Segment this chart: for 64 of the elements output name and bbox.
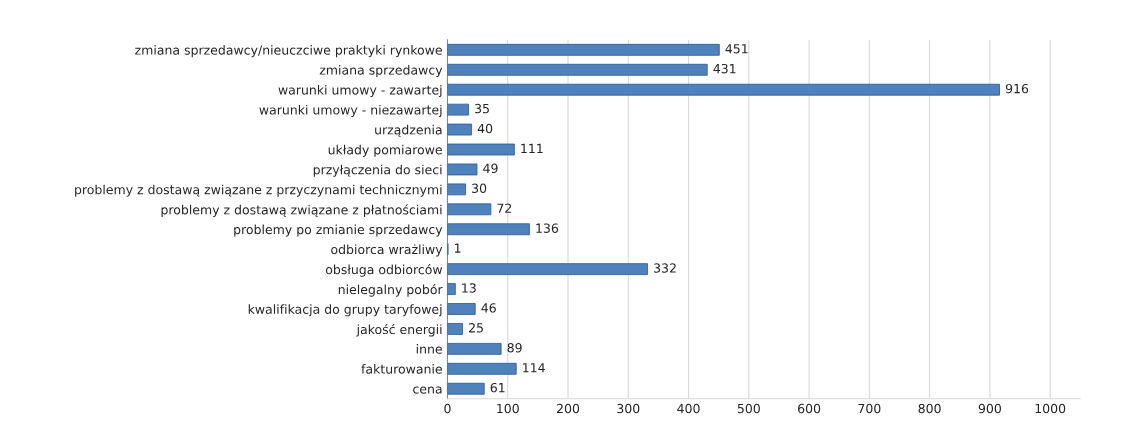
x-tick-label: 800 xyxy=(918,403,941,414)
y-tick-label: cena xyxy=(413,386,442,394)
bar xyxy=(447,163,478,176)
bar xyxy=(447,143,515,156)
bar xyxy=(447,183,466,196)
bar xyxy=(447,342,502,355)
y-tick-label: warunki umowy - niezawartej xyxy=(259,104,442,117)
data-label: 136 xyxy=(536,223,559,233)
y-tick-label: kwalifikacja do grupy taryfowej xyxy=(248,304,442,317)
bar xyxy=(447,123,473,136)
data-label: 30 xyxy=(472,183,487,194)
data-label: 1 xyxy=(455,243,461,253)
x-tick-label: 1000 xyxy=(1035,403,1066,414)
bar xyxy=(447,323,463,335)
data-label: 40 xyxy=(477,123,493,134)
bar xyxy=(447,223,530,236)
bar xyxy=(447,263,648,276)
y-tick-label: fakturowanie xyxy=(361,364,442,374)
x-tick-label: 500 xyxy=(737,403,760,414)
bar xyxy=(447,283,456,295)
data-label: 61 xyxy=(490,382,505,393)
y-tick-label: obsługa odbiorców xyxy=(325,264,443,277)
y-tick-label: przyłączenia do sieci xyxy=(313,164,442,177)
data-label: 111 xyxy=(521,143,543,153)
x-tick-label: 300 xyxy=(617,403,640,414)
x-tick-label: 600 xyxy=(798,403,821,414)
y-tick-label: układy pomiarowe xyxy=(328,144,442,157)
data-label: 916 xyxy=(1005,83,1029,94)
y-tick-label: zmiana sprzedawcy xyxy=(319,65,443,78)
y-tick-label: problemy po zmianie sprzedawcy xyxy=(234,224,443,237)
data-label: 451 xyxy=(725,44,748,54)
data-label: 89 xyxy=(507,343,522,353)
data-label: 72 xyxy=(497,203,512,213)
x-tick-label: 200 xyxy=(557,403,580,414)
bar xyxy=(447,203,492,216)
x-tick-label: 0 xyxy=(444,403,451,414)
y-tick-label: inne xyxy=(416,344,442,354)
data-label: 49 xyxy=(483,163,498,174)
y-tick-label: problemy z dostawą związane z płatnościami xyxy=(161,204,442,217)
y-tick-label: urządzenia xyxy=(375,124,442,137)
bar xyxy=(447,83,1000,96)
y-tick-label: nielegalny pobór xyxy=(338,284,443,297)
y-tick-label: zmiana sprzedawcy/nieuczciwe praktyki rynkowe xyxy=(135,45,442,58)
data-label: 46 xyxy=(481,303,496,313)
bar xyxy=(447,103,469,116)
y-tick-label: jakość energii xyxy=(356,323,442,337)
bar xyxy=(447,63,708,76)
bar xyxy=(447,43,720,56)
y-tick-label: odbiorca wrażliwy xyxy=(331,244,443,257)
data-label: 13 xyxy=(462,283,476,293)
bar xyxy=(447,362,517,375)
bar xyxy=(447,303,476,315)
data-label: 431 xyxy=(713,63,736,74)
data-label: 114 xyxy=(523,363,545,373)
bar xyxy=(447,382,485,395)
data-label: 332 xyxy=(654,263,676,273)
data-label: 25 xyxy=(469,323,483,333)
data-label: 35 xyxy=(475,103,489,114)
x-tick-label: 900 xyxy=(978,403,1001,414)
x-tick-label: 700 xyxy=(858,403,881,414)
y-tick-label: problemy z dostawą związane z przyczynami technicznymi xyxy=(75,184,442,197)
x-tick-label: 100 xyxy=(497,403,519,414)
y-tick-label: warunki umowy - zawartej xyxy=(278,84,442,98)
x-tick-label: 400 xyxy=(677,403,700,414)
